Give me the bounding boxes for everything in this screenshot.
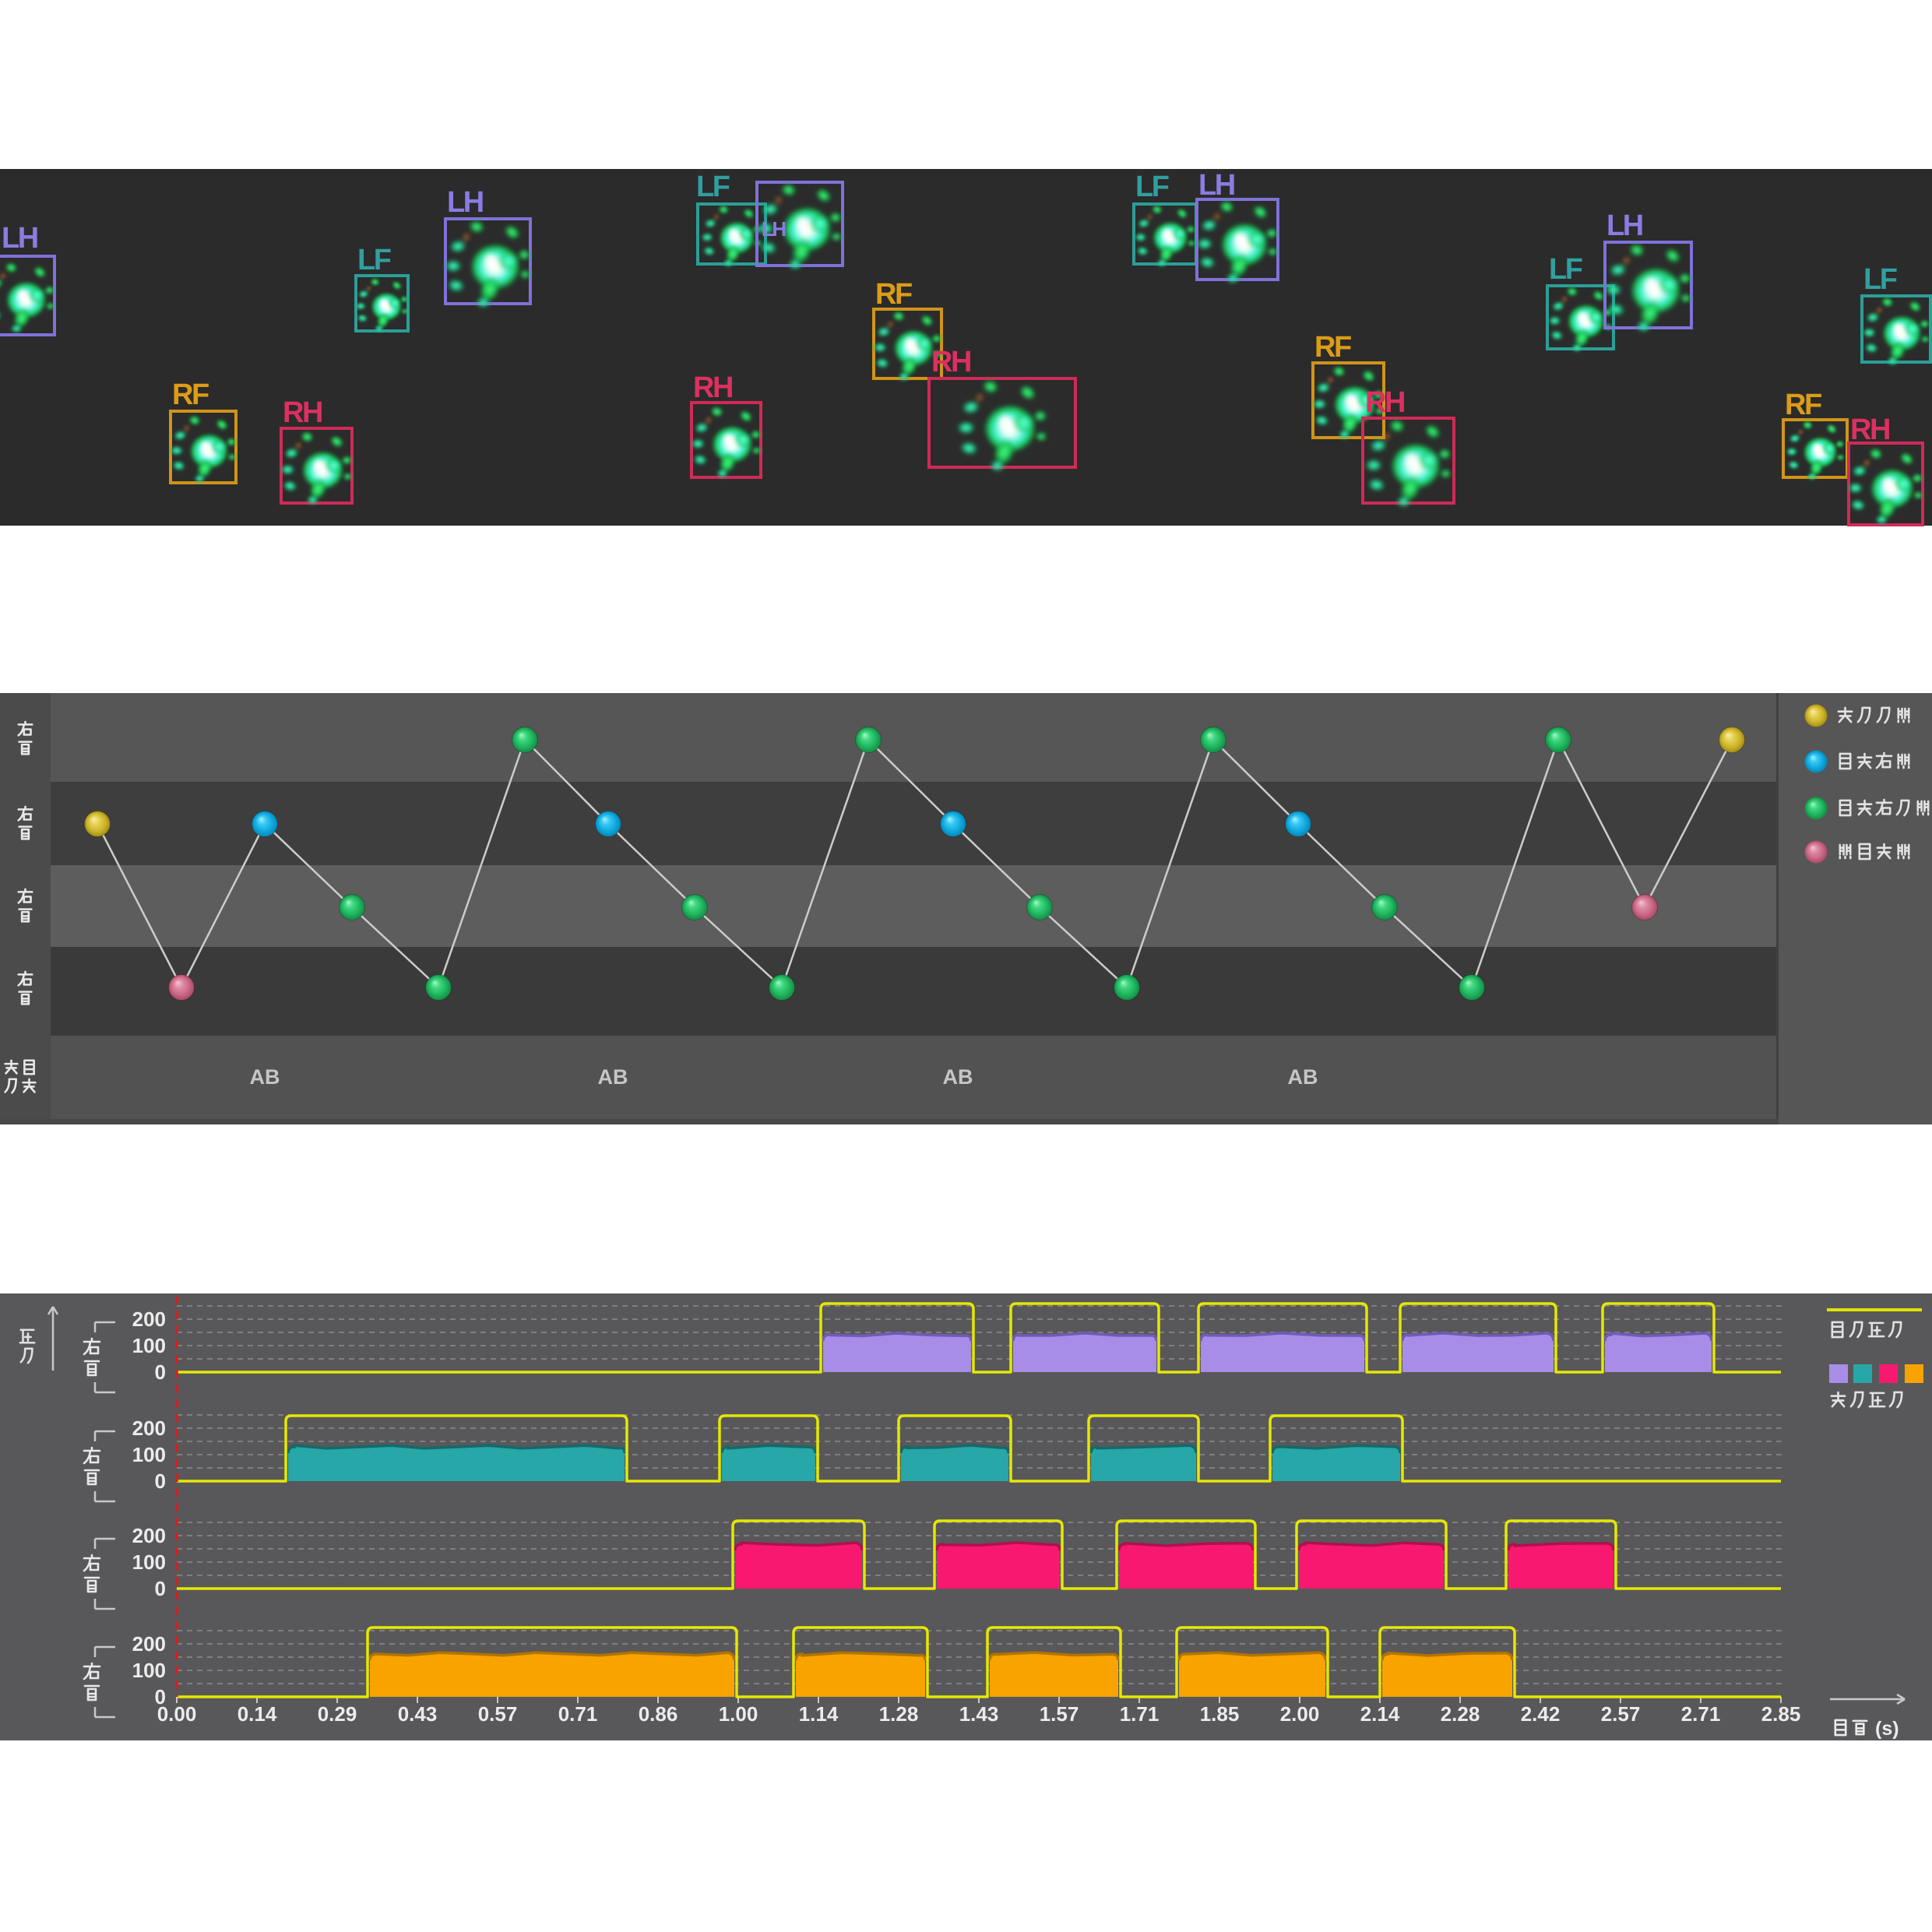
svg-text:RF: RF — [1785, 389, 1821, 421]
svg-text:LF: LF — [1135, 171, 1169, 203]
svg-text:0.57: 0.57 — [478, 1702, 518, 1726]
svg-text:100: 100 — [132, 1550, 166, 1574]
svg-text:1.28: 1.28 — [879, 1702, 919, 1726]
svg-text:AB: AB — [598, 1065, 628, 1089]
svg-text:LH: LH — [2, 222, 37, 255]
svg-text:2.42: 2.42 — [1521, 1702, 1561, 1726]
svg-text:RF: RF — [1314, 331, 1351, 364]
svg-text:LF: LF — [357, 244, 391, 276]
svg-text:RF: RF — [875, 278, 912, 311]
svg-text:LF: LF — [1549, 253, 1582, 286]
svg-text:1.57: 1.57 — [1040, 1702, 1079, 1726]
svg-text:RF: RF — [172, 378, 209, 411]
svg-text:RH: RH — [1365, 386, 1404, 419]
svg-text:2.28: 2.28 — [1441, 1702, 1480, 1726]
svg-text:2.00: 2.00 — [1280, 1702, 1320, 1726]
svg-text:AB: AB — [943, 1065, 973, 1089]
svg-text:LF: LF — [1863, 263, 1897, 296]
svg-text:AB: AB — [250, 1065, 280, 1089]
svg-text:1.43: 1.43 — [959, 1702, 999, 1726]
svg-text:RH: RH — [283, 396, 322, 429]
svg-text:RH: RH — [693, 371, 732, 404]
svg-text:200: 200 — [132, 1416, 166, 1440]
svg-text:100: 100 — [132, 1659, 166, 1682]
svg-text:LH: LH — [1606, 209, 1642, 242]
svg-text:0.43: 0.43 — [398, 1702, 438, 1726]
svg-text:2.71: 2.71 — [1681, 1702, 1721, 1726]
svg-text:1.00: 1.00 — [719, 1702, 758, 1726]
svg-text:1.14: 1.14 — [799, 1702, 839, 1726]
svg-text:LH: LH — [447, 186, 483, 219]
svg-text:200: 200 — [132, 1632, 166, 1656]
svg-text:0: 0 — [155, 1360, 166, 1384]
svg-text:100: 100 — [132, 1334, 166, 1357]
svg-text:200: 200 — [132, 1307, 166, 1331]
svg-text:0.71: 0.71 — [558, 1702, 598, 1726]
svg-text:0.00: 0.00 — [157, 1702, 197, 1726]
svg-text:LF: LF — [696, 171, 730, 203]
svg-text:2.85: 2.85 — [1761, 1702, 1801, 1726]
svg-text:0: 0 — [155, 1685, 166, 1709]
svg-text:1.85: 1.85 — [1200, 1702, 1240, 1726]
svg-text:0.29: 0.29 — [318, 1702, 357, 1726]
svg-text:LH: LH — [1198, 169, 1234, 202]
svg-text:0: 0 — [155, 1469, 166, 1493]
svg-text:RH: RH — [931, 346, 970, 378]
svg-text:RH: RH — [1850, 413, 1889, 446]
svg-text:200: 200 — [132, 1524, 166, 1547]
svg-text:0.86: 0.86 — [639, 1702, 678, 1726]
svg-text:(s): (s) — [1875, 1718, 1899, 1740]
svg-text:0.14: 0.14 — [238, 1702, 277, 1726]
svg-text:1.71: 1.71 — [1120, 1702, 1160, 1726]
svg-text:2.57: 2.57 — [1601, 1702, 1641, 1726]
svg-text:AB: AB — [1288, 1065, 1318, 1089]
svg-text:LH: LH — [762, 217, 786, 241]
svg-text:2.14: 2.14 — [1360, 1702, 1400, 1726]
svg-text:100: 100 — [132, 1443, 166, 1466]
svg-text:0: 0 — [155, 1577, 166, 1600]
